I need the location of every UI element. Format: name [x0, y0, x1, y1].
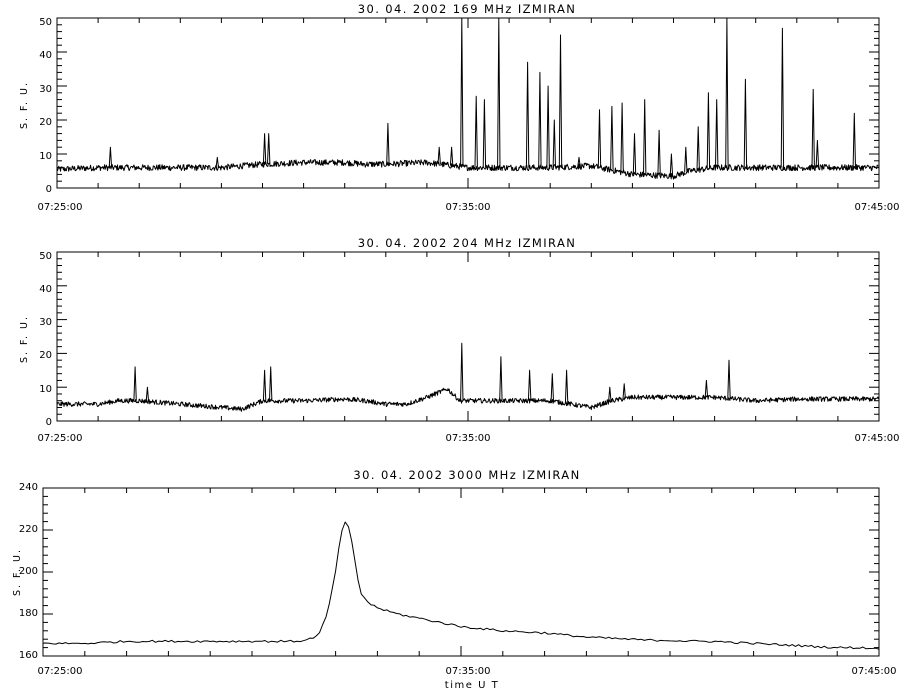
chart-title: 30. 04. 2002 204 MHz IZMIRAN: [358, 236, 576, 250]
y-tick-labels: 0 10 20 30 40 50: [39, 251, 52, 428]
y-axis-label: S. F. U.: [19, 81, 30, 129]
x-tick-label-start: 07:25:00: [38, 433, 83, 444]
panel-204mhz: 30. 04. 2002 204 MHz IZMIRAN S. F. U. 0 …: [19, 236, 899, 444]
burst-spike: [133, 366, 137, 401]
burst-spike: [527, 369, 532, 401]
y-tick-label: 30: [39, 317, 52, 328]
burst-spike: [620, 102, 624, 173]
burst-spike: [474, 95, 478, 168]
burst-spike: [482, 99, 487, 168]
burst-spike: [815, 139, 820, 168]
burst-spike: [145, 386, 150, 402]
burst-spike: [597, 109, 602, 168]
burst-spike: [577, 156, 581, 167]
burst-spike: [632, 133, 637, 175]
burst-spike: [499, 356, 503, 401]
y-tick-label: 0: [46, 417, 52, 428]
burst-spike: [550, 373, 554, 402]
chart-title: 30. 04. 2002 169 MHz IZMIRAN: [358, 2, 576, 16]
panel-3000mhz: 30. 04. 2002 3000 MHz IZMIRAN S. F. U. 1…: [12, 468, 896, 691]
x-tick-label-mid: 07:35:00: [446, 202, 491, 213]
burst-spike: [725, 17, 729, 168]
burst-spike: [525, 61, 530, 168]
y-tick-label: 240: [19, 482, 38, 493]
burst-spike: [437, 146, 441, 165]
burst-spike: [727, 359, 731, 399]
burst-spike: [657, 129, 661, 176]
y-tick-label: 0: [46, 184, 52, 195]
x-axis-label: time U T: [445, 680, 499, 691]
burst-spike: [706, 92, 711, 169]
burst-spike: [811, 88, 815, 168]
burst-spike: [669, 153, 674, 177]
burst-spike: [449, 146, 454, 166]
x-tick-label-start: 07:25:00: [38, 202, 83, 213]
burst-spike: [497, 17, 501, 168]
x-tick-label-mid: 07:35:00: [446, 433, 491, 444]
burst-spike: [780, 27, 785, 168]
y-tick-label: 200: [19, 566, 38, 577]
burst-spike: [696, 126, 700, 170]
burst-spike: [108, 146, 113, 168]
burst-spike: [852, 112, 856, 168]
burst-spike: [538, 71, 542, 168]
burst-spike: [215, 156, 219, 168]
x-tick-label-mid: 07:35:00: [446, 666, 491, 677]
burst-spike: [262, 133, 267, 165]
burst-spike: [386, 122, 390, 165]
y-tick-label: 30: [39, 84, 52, 95]
burst-spike: [269, 366, 273, 401]
y-tick-label: 10: [39, 384, 52, 395]
x-tick-label-end: 07:45:00: [852, 666, 897, 677]
burst-spike: [460, 342, 464, 401]
burst-spike: [610, 105, 614, 171]
chart-title: 30. 04. 2002 3000 MHz IZMIRAN: [353, 468, 580, 482]
y-tick-label: 10: [39, 151, 52, 162]
plot-frame: [56, 17, 880, 189]
burst-spike: [622, 383, 626, 399]
burst-spike: [743, 78, 748, 168]
burst-spike: [643, 99, 647, 175]
burst-spike: [546, 85, 550, 168]
plot-frame: [56, 251, 880, 422]
plot-frame: [42, 487, 880, 657]
y-tick-label: 50: [39, 17, 52, 28]
y-tick-labels: 0 10 20 30 40 50: [39, 17, 52, 195]
burst-spike: [704, 379, 709, 398]
y-tick-labels: 160 180 200 220 240: [19, 482, 38, 661]
x-tick-label-end: 07:45:00: [855, 433, 900, 444]
burst-spike: [558, 34, 563, 168]
y-tick-label: 20: [39, 117, 52, 128]
y-tick-label: 50: [39, 251, 52, 262]
burst-spike: [608, 386, 612, 402]
burst-spike: [267, 133, 271, 164]
data-trace: [56, 159, 879, 180]
burst-spike: [684, 146, 688, 173]
y-tick-label: 40: [39, 284, 52, 295]
y-tick-label: 160: [19, 650, 38, 661]
x-tick-label-start: 07:25:00: [38, 666, 83, 677]
burst-spike: [715, 99, 719, 168]
data-trace: [56, 387, 880, 412]
y-tick-label: 220: [19, 524, 38, 535]
burst-spike: [552, 119, 556, 168]
x-tick-label-end: 07:45:00: [855, 202, 900, 213]
data-trace: [42, 521, 880, 650]
y-tick-label: 180: [19, 608, 38, 619]
y-axis-label: S. F. U.: [12, 548, 23, 596]
y-tick-label: 20: [39, 350, 52, 361]
y-axis-label: S. F. U.: [19, 315, 30, 363]
burst-spike: [564, 369, 569, 404]
burst-spike: [262, 369, 267, 401]
burst-spike: [460, 17, 464, 167]
panel-169mhz: 30. 04. 2002 169 MHz IZMIRAN S. F. U. 0 …: [19, 2, 899, 213]
y-tick-label: 40: [39, 50, 52, 61]
